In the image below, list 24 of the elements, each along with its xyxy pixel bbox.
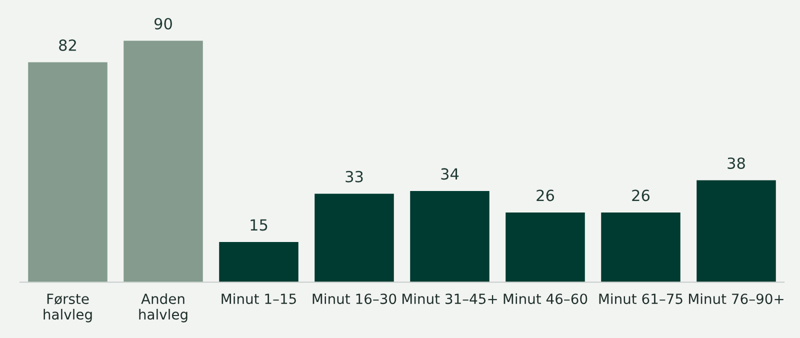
x-tick-label: Minut 16–30 xyxy=(312,293,396,304)
bar xyxy=(696,180,776,282)
data-label: 34 xyxy=(441,168,459,180)
bar xyxy=(506,212,585,282)
x-tick-label: Minut 31–45+ xyxy=(402,293,497,304)
x-tick-label: Første halvleg xyxy=(44,294,92,322)
x-tick-label: Minut 46–60 xyxy=(504,293,588,304)
data-label: 26 xyxy=(536,190,554,202)
bar xyxy=(410,191,490,282)
x-tick-label: Minut 61–75 xyxy=(599,293,682,304)
bar xyxy=(124,40,203,282)
bar xyxy=(314,194,394,282)
x-tick-label: Minut 76–90+ xyxy=(688,293,784,304)
x-tick-label: Minut 1–15 xyxy=(222,293,296,304)
bar xyxy=(28,62,108,282)
bar xyxy=(219,242,298,282)
data-label: 15 xyxy=(250,219,268,231)
data-label: 90 xyxy=(154,18,172,30)
bar xyxy=(601,212,680,282)
x-tick-label: Anden halvleg xyxy=(139,293,188,322)
data-label: 33 xyxy=(346,170,363,182)
data-label: 38 xyxy=(728,157,745,169)
data-label: 26 xyxy=(632,190,650,202)
data-label: 82 xyxy=(59,39,76,51)
